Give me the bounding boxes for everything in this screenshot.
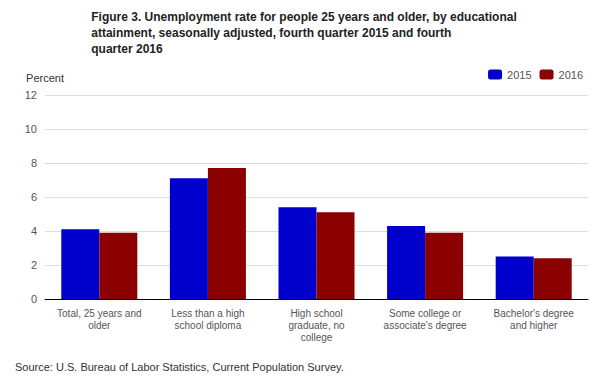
svg-text:0: 0 [31,293,37,305]
svg-text:10: 10 [25,123,37,135]
svg-text:8: 8 [31,157,37,169]
svg-text:6: 6 [31,191,37,203]
svg-text:2015: 2015 [507,69,531,81]
svg-text:Source: U.S. Bureau of Labor S: Source: U.S. Bureau of Labor Statistics,… [15,361,344,373]
svg-text:Total, 25 years and: Total, 25 years and [57,308,142,319]
svg-text:older: older [88,320,111,331]
svg-text:school diploma: school diploma [175,320,242,331]
svg-text:4: 4 [31,225,37,237]
svg-text:Less than a high: Less than a high [171,308,244,319]
svg-text:graduate, no: graduate, no [288,320,345,331]
svg-text:attainment, seasonally adjuste: attainment, seasonally adjusted, fourth … [91,26,451,40]
svg-text:Bachelor's degree: Bachelor's degree [494,308,575,319]
svg-text:High school: High school [290,308,342,319]
svg-text:quarter 2016: quarter 2016 [91,42,163,56]
svg-text:associate's degree: associate's degree [384,320,468,331]
svg-text:Percent: Percent [26,72,64,84]
svg-text:Some college or: Some college or [389,308,462,319]
svg-text:and higher: and higher [510,320,558,331]
svg-text:2016: 2016 [559,69,583,81]
svg-text:12: 12 [25,89,37,101]
svg-text:2: 2 [31,259,37,271]
svg-text:Figure 3. Unemployment rate fo: Figure 3. Unemployment rate for people 2… [91,10,516,24]
svg-text:college: college [301,332,333,343]
